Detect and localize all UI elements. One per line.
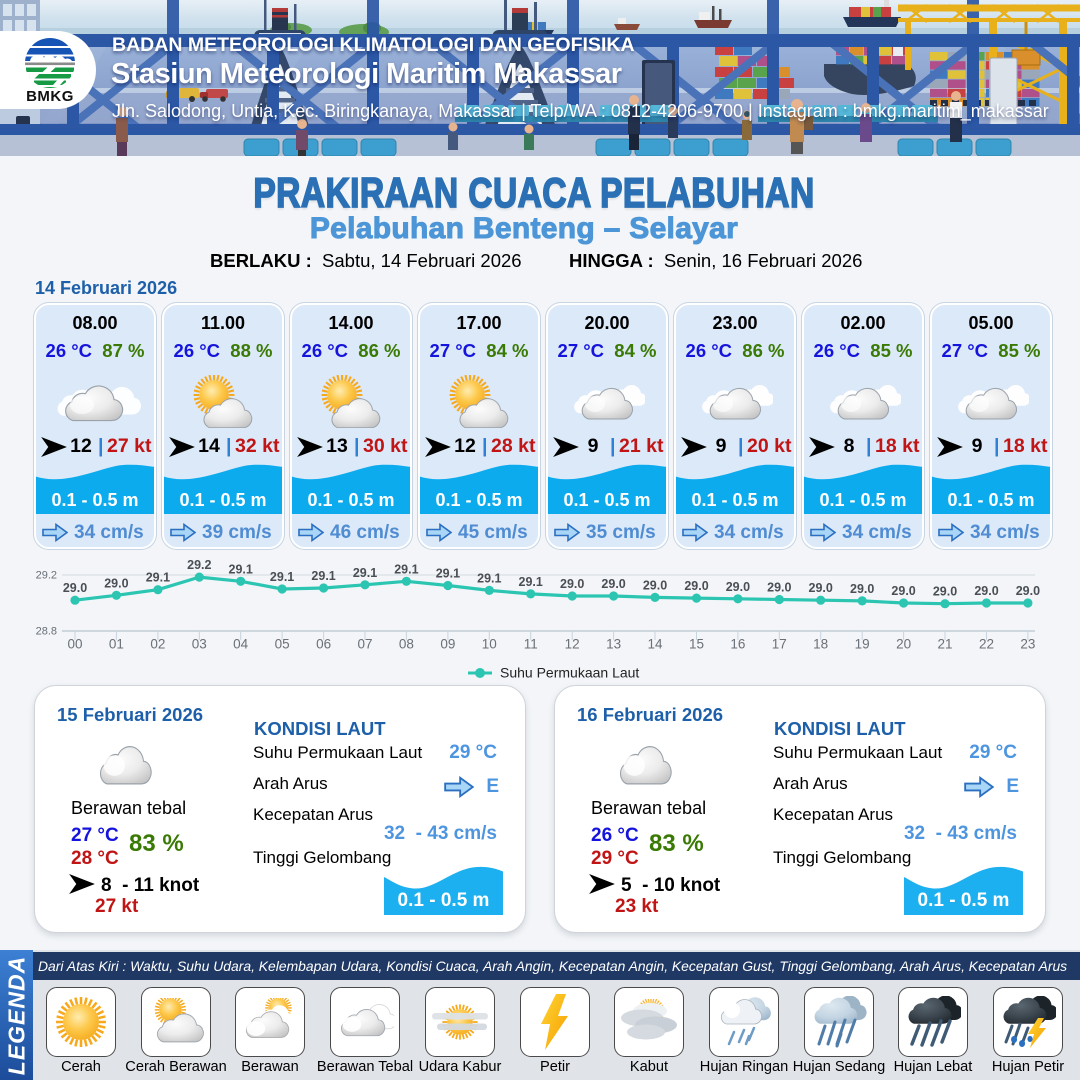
svg-text:18: 18 — [813, 637, 828, 652]
svg-text:29.1: 29.1 — [353, 566, 377, 580]
svg-text:20: 20 — [896, 637, 911, 652]
svg-text:29.2: 29.2 — [36, 570, 57, 582]
svg-text:06: 06 — [316, 637, 331, 652]
svg-text:07: 07 — [357, 637, 372, 652]
svg-text:08: 08 — [399, 637, 414, 652]
svg-text:29.0: 29.0 — [63, 581, 87, 595]
svg-text:29.1: 29.1 — [394, 562, 418, 576]
svg-text:29.0: 29.0 — [933, 585, 957, 599]
svg-text:01: 01 — [109, 637, 124, 652]
svg-text:29.0: 29.0 — [601, 577, 625, 591]
svg-text:29.0: 29.0 — [1016, 584, 1040, 598]
svg-text:05: 05 — [275, 637, 290, 652]
svg-text:29.1: 29.1 — [436, 567, 460, 581]
svg-text:29.0: 29.0 — [560, 577, 584, 591]
svg-text:29.0: 29.0 — [809, 581, 833, 595]
svg-text:29.0: 29.0 — [767, 581, 791, 595]
svg-text:29.1: 29.1 — [311, 569, 335, 583]
svg-text:17: 17 — [772, 637, 787, 652]
svg-text:00: 00 — [67, 637, 82, 652]
svg-text:23: 23 — [1020, 637, 1035, 652]
svg-text:29.0: 29.0 — [850, 582, 874, 596]
svg-text:11: 11 — [524, 637, 538, 652]
svg-text:03: 03 — [192, 637, 207, 652]
svg-text:29.1: 29.1 — [477, 571, 501, 585]
svg-text:13: 13 — [606, 637, 621, 652]
svg-text:10: 10 — [482, 637, 497, 652]
svg-text:14: 14 — [647, 637, 663, 652]
svg-text:29.0: 29.0 — [891, 584, 915, 598]
svg-text:29.0: 29.0 — [974, 584, 998, 598]
svg-text:29.0: 29.0 — [643, 578, 667, 592]
svg-text:21: 21 — [937, 637, 952, 652]
svg-text:29.2: 29.2 — [187, 558, 211, 572]
svg-text:22: 22 — [979, 637, 994, 652]
svg-text:02: 02 — [150, 637, 165, 652]
svg-text:16: 16 — [730, 637, 745, 652]
svg-text:29.1: 29.1 — [270, 570, 294, 584]
svg-text:19: 19 — [855, 637, 870, 652]
svg-text:29.1: 29.1 — [519, 575, 543, 589]
svg-text:29.1: 29.1 — [146, 571, 170, 585]
svg-text:12: 12 — [565, 637, 580, 652]
svg-text:Suhu Permukaan Laut: Suhu Permukaan Laut — [500, 665, 639, 681]
svg-text:29.0: 29.0 — [726, 580, 750, 594]
svg-text:04: 04 — [233, 637, 249, 652]
svg-text:29.1: 29.1 — [229, 562, 253, 576]
svg-text:09: 09 — [440, 637, 455, 652]
svg-text:28.8: 28.8 — [36, 626, 57, 638]
svg-text:15: 15 — [689, 637, 704, 652]
svg-text:29.0: 29.0 — [684, 579, 708, 593]
svg-text:29.0: 29.0 — [104, 576, 128, 590]
